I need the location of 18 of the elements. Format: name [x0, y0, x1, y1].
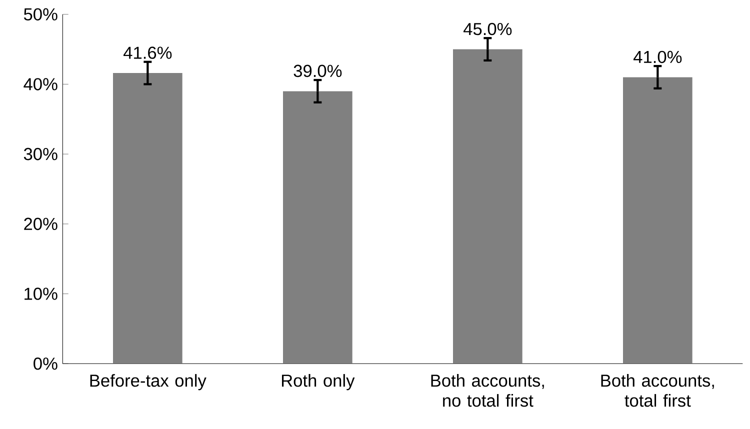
x-tick-label: Both accounts, no total first [431, 374, 544, 407]
data-label: 41.0% [633, 50, 682, 64]
x-tick-label: Roth only [282, 374, 355, 390]
y-tick-label: 50% [24, 8, 58, 20]
data-label: 41.6% [123, 46, 172, 59]
bar [283, 91, 352, 364]
y-tick-label: 20% [24, 218, 58, 230]
x-tick-label: Both accounts, total first [601, 374, 714, 407]
y-tick-label: 40% [24, 78, 58, 90]
data-label: 39.0% [294, 64, 342, 78]
x-tick-label: Before-tax only [90, 374, 206, 390]
data-label: 45.0% [463, 22, 512, 36]
y-tick-label: 0% [34, 358, 58, 370]
bar [113, 73, 182, 364]
y-tick-label: 10% [24, 288, 58, 300]
bar [453, 49, 522, 364]
y-tick-label: 30% [24, 148, 58, 160]
bar [623, 77, 692, 364]
